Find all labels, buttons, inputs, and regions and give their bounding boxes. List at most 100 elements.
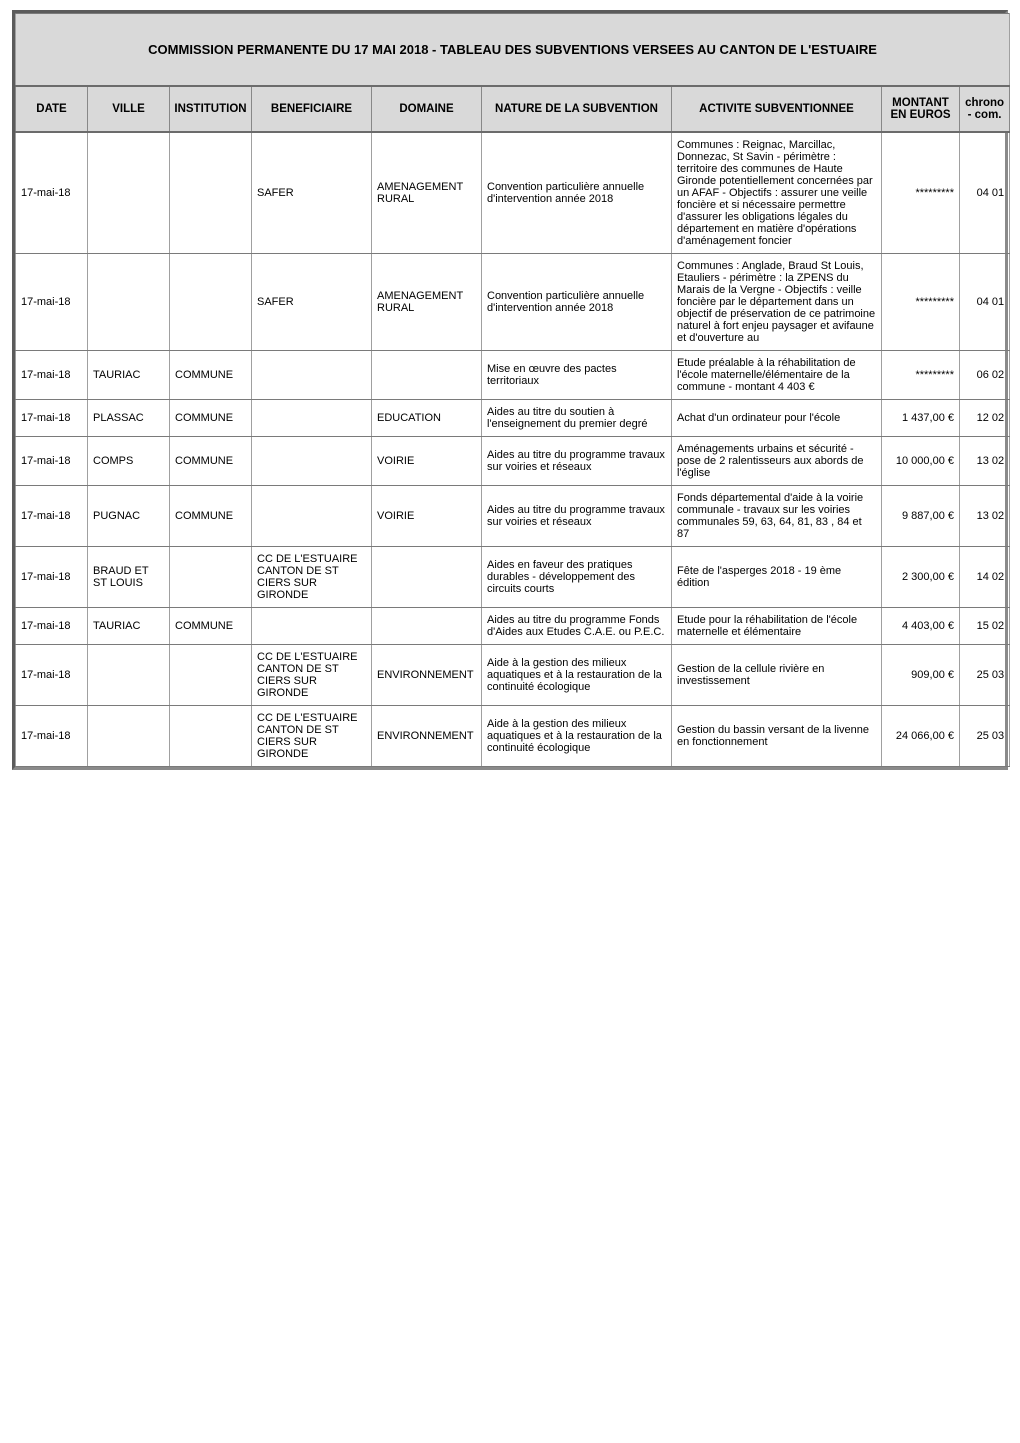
- cell-institution: [170, 132, 252, 254]
- cell-institution: COMMUNE: [170, 400, 252, 437]
- cell-activite: Fête de l'asperges 2018 - 19 ème édition: [672, 547, 882, 608]
- cell-domaine: EDUCATION: [372, 400, 482, 437]
- cell-date: 17-mai-18: [16, 486, 88, 547]
- cell-beneficiaire: [252, 486, 372, 547]
- table-row: 17-mai-18 TAURIAC COMMUNE Mise en œuvre …: [16, 351, 1010, 400]
- cell-nature: Aides au titre du programme travaux sur …: [482, 437, 672, 486]
- cell-chrono: 04 01: [960, 132, 1010, 254]
- table-row: 17-mai-18 CC DE L'ESTUAIRE CANTON DE ST …: [16, 645, 1010, 706]
- cell-nature: Aides au titre du programme Fonds d'Aide…: [482, 608, 672, 645]
- cell-ville: COMPS: [88, 437, 170, 486]
- cell-chrono: 06 02: [960, 351, 1010, 400]
- cell-ville: [88, 254, 170, 351]
- cell-chrono: 25 03: [960, 645, 1010, 706]
- cell-institution: [170, 547, 252, 608]
- table-row: 17-mai-18 BRAUD ET ST LOUIS CC DE L'ESTU…: [16, 547, 1010, 608]
- cell-activite: Communes : Reignac, Marcillac, Donnezac,…: [672, 132, 882, 254]
- cell-activite: Gestion du bassin versant de la livenne …: [672, 706, 882, 767]
- cell-date: 17-mai-18: [16, 608, 88, 645]
- cell-date: 17-mai-18: [16, 706, 88, 767]
- table-row: 17-mai-18 CC DE L'ESTUAIRE CANTON DE ST …: [16, 706, 1010, 767]
- cell-ville: PUGNAC: [88, 486, 170, 547]
- cell-activite: Achat d'un ordinateur pour l'école: [672, 400, 882, 437]
- cell-date: 17-mai-18: [16, 437, 88, 486]
- cell-domaine: [372, 351, 482, 400]
- cell-montant: *********: [882, 132, 960, 254]
- cell-domaine: VOIRIE: [372, 486, 482, 547]
- cell-nature: Aide à la gestion des milieux aquatiques…: [482, 645, 672, 706]
- cell-chrono: 13 02: [960, 486, 1010, 547]
- cell-nature: Aides en faveur des pratiques durables -…: [482, 547, 672, 608]
- cell-ville: TAURIAC: [88, 608, 170, 645]
- cell-activite: Communes : Anglade, Braud St Louis, Etau…: [672, 254, 882, 351]
- cell-institution: COMMUNE: [170, 437, 252, 486]
- cell-institution: COMMUNE: [170, 486, 252, 547]
- col-ville: VILLE: [88, 86, 170, 132]
- cell-ville: [88, 132, 170, 254]
- cell-nature: Mise en œuvre des pactes territoriaux: [482, 351, 672, 400]
- cell-date: 17-mai-18: [16, 400, 88, 437]
- cell-ville: [88, 706, 170, 767]
- cell-montant: 2 300,00 €: [882, 547, 960, 608]
- cell-institution: [170, 706, 252, 767]
- cell-montant: 10 000,00 €: [882, 437, 960, 486]
- cell-chrono: 14 02: [960, 547, 1010, 608]
- cell-montant: 909,00 €: [882, 645, 960, 706]
- cell-domaine: [372, 547, 482, 608]
- cell-ville: [88, 645, 170, 706]
- cell-beneficiaire: CC DE L'ESTUAIRE CANTON DE ST CIERS SUR …: [252, 706, 372, 767]
- cell-institution: COMMUNE: [170, 608, 252, 645]
- cell-beneficiaire: SAFER: [252, 132, 372, 254]
- table-row: 17-mai-18 SAFER AMENAGEMENT RURAL Conven…: [16, 132, 1010, 254]
- col-date: DATE: [16, 86, 88, 132]
- cell-montant: 4 403,00 €: [882, 608, 960, 645]
- cell-nature: Aide à la gestion des milieux aquatiques…: [482, 706, 672, 767]
- subventions-table: COMMISSION PERMANENTE DU 17 MAI 2018 - T…: [15, 13, 1010, 767]
- cell-beneficiaire: [252, 437, 372, 486]
- cell-activite: Aménagements urbains et sécurité - pose …: [672, 437, 882, 486]
- page: COMMISSION PERMANENTE DU 17 MAI 2018 - T…: [0, 0, 1020, 780]
- table-row: 17-mai-18 PUGNAC COMMUNE VOIRIE Aides au…: [16, 486, 1010, 547]
- cell-chrono: 04 01: [960, 254, 1010, 351]
- cell-domaine: [372, 608, 482, 645]
- table-row: 17-mai-18 PLASSAC COMMUNE EDUCATION Aide…: [16, 400, 1010, 437]
- cell-nature: Convention particulière annuelle d'inter…: [482, 254, 672, 351]
- col-chrono: chrono - com.: [960, 86, 1010, 132]
- cell-beneficiaire: [252, 351, 372, 400]
- cell-activite: Gestion de la cellule rivière en investi…: [672, 645, 882, 706]
- cell-institution: COMMUNE: [170, 351, 252, 400]
- cell-date: 17-mai-18: [16, 254, 88, 351]
- cell-montant: *********: [882, 254, 960, 351]
- col-institution: INSTITUTION: [170, 86, 252, 132]
- cell-beneficiaire: CC DE L'ESTUAIRE CANTON DE ST CIERS SUR …: [252, 547, 372, 608]
- cell-activite: Etude pour la réhabilitation de l'école …: [672, 608, 882, 645]
- cell-chrono: 12 02: [960, 400, 1010, 437]
- table-row: 17-mai-18 SAFER AMENAGEMENT RURAL Conven…: [16, 254, 1010, 351]
- cell-institution: [170, 254, 252, 351]
- cell-beneficiaire: SAFER: [252, 254, 372, 351]
- cell-date: 17-mai-18: [16, 645, 88, 706]
- cell-domaine: AMENAGEMENT RURAL: [372, 132, 482, 254]
- cell-chrono: 15 02: [960, 608, 1010, 645]
- cell-activite: Fonds départemental d'aide à la voirie c…: [672, 486, 882, 547]
- cell-beneficiaire: [252, 608, 372, 645]
- cell-ville: BRAUD ET ST LOUIS: [88, 547, 170, 608]
- cell-montant: 9 887,00 €: [882, 486, 960, 547]
- cell-date: 17-mai-18: [16, 547, 88, 608]
- col-activite: ACTIVITE SUBVENTIONNEE: [672, 86, 882, 132]
- cell-nature: Aides au titre du programme travaux sur …: [482, 486, 672, 547]
- col-montant: MONTANT EN EUROS: [882, 86, 960, 132]
- table-title: COMMISSION PERMANENTE DU 17 MAI 2018 - T…: [16, 14, 1010, 87]
- col-nature: NATURE DE LA SUBVENTION: [482, 86, 672, 132]
- cell-date: 17-mai-18: [16, 351, 88, 400]
- col-domaine: DOMAINE: [372, 86, 482, 132]
- cell-nature: Convention particulière annuelle d'inter…: [482, 132, 672, 254]
- cell-domaine: ENVIRONNEMENT: [372, 706, 482, 767]
- cell-ville: TAURIAC: [88, 351, 170, 400]
- cell-domaine: AMENAGEMENT RURAL: [372, 254, 482, 351]
- cell-domaine: VOIRIE: [372, 437, 482, 486]
- cell-date: 17-mai-18: [16, 132, 88, 254]
- col-beneficiaire: BENEFICIAIRE: [252, 86, 372, 132]
- table-row: 17-mai-18 TAURIAC COMMUNE Aides au titre…: [16, 608, 1010, 645]
- table-row: 17-mai-18 COMPS COMMUNE VOIRIE Aides au …: [16, 437, 1010, 486]
